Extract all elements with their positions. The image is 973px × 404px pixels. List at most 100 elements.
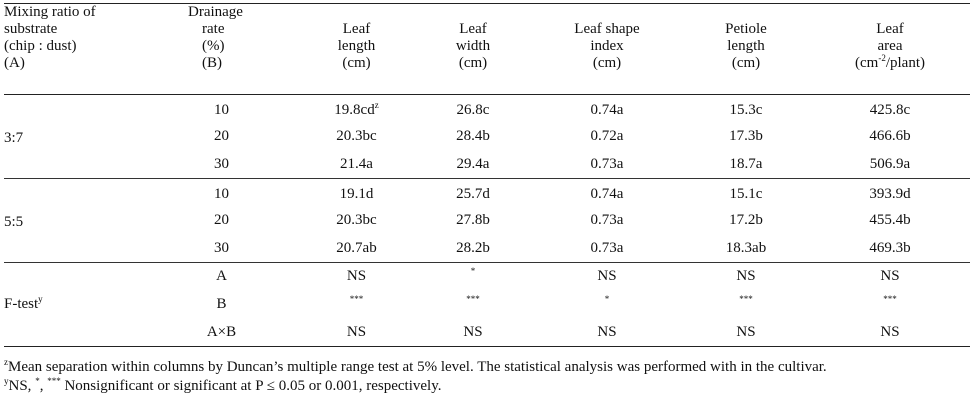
header-mixing-ratio-line1: Mixing ratio of	[4, 4, 96, 20]
leaf-width-cell: ***	[414, 291, 532, 319]
table-row: A×B NS NS NS NS NS	[4, 319, 970, 347]
header-leaf-area-line2: area	[877, 38, 903, 54]
group-5-5: 5:5 10 19.1d 25.7d 0.74a 15.1c 393.9d 20…	[4, 179, 970, 263]
header-drainage-line3: (%)	[202, 38, 225, 54]
significance-mark: ***	[739, 294, 753, 304]
leaf-growth-table: Mixing ratio of substrate (chip : dust) …	[4, 3, 970, 347]
petiole-cell: NS	[736, 268, 756, 285]
header-drainage-line2: rate	[202, 21, 225, 37]
leaf-length-cell: 19.1d	[339, 186, 374, 203]
header-leaf-width-line1: Leaf	[459, 21, 487, 37]
shape-index-cell: 0.72a	[590, 128, 624, 144]
shape-index-cell: NS	[597, 268, 617, 285]
shape-index-cell: NS	[597, 323, 617, 340]
table-row: 3:7 10 19.8cdz 26.8c 0.74a 15.3c 425.8c	[4, 95, 970, 146]
header-drainage-line1: Drainage	[188, 4, 243, 20]
header-mixing-ratio-line4: (A)	[4, 55, 25, 71]
drainage-cell: 10	[214, 102, 229, 119]
ftest-section: F-testy A NS * NS NS NS B *** *** * *** …	[4, 263, 970, 347]
header-leaf-length-line3: (cm)	[342, 55, 371, 71]
table-row: 20 20.3bc 28.4b 0.72a 17.3b 466.6b	[4, 123, 970, 151]
leaf-area-cell: NS	[880, 268, 900, 285]
leaf-length-cell: ***	[299, 291, 414, 319]
leaf-width-cell: NS	[463, 323, 483, 340]
significance-mark: *	[470, 266, 476, 277]
header-leaf-length-line2: length	[337, 38, 376, 54]
leaf-length-cell: NS	[346, 268, 367, 285]
footnote-z: zMean separation within columns by Dunca…	[4, 358, 970, 377]
leaf-area-cell: 466.6b	[869, 128, 911, 144]
leaf-length-cell: 20.3bc	[336, 212, 377, 228]
drainage-cell: 20	[214, 128, 229, 144]
header-petiole-line1: Petiole	[725, 21, 767, 37]
header-mixing-ratio-line2: substrate	[4, 21, 58, 37]
drainage-cell: 30	[214, 239, 229, 256]
leaf-area-cell: NS	[880, 323, 900, 340]
footnote-y-text: Nonsignificant or significant at P ≤ 0.0…	[60, 378, 442, 394]
header-leaf-shape-line1: Leaf shape	[574, 21, 640, 37]
petiole-cell: 15.3c	[729, 102, 763, 119]
factor-cell: A×B	[206, 323, 237, 340]
factor-cell: B	[216, 296, 227, 312]
drainage-cell: 30	[214, 155, 229, 172]
header-drainage-rate: Drainage rate (%) (B)	[144, 4, 299, 95]
leaf-width-cell: *	[414, 263, 532, 291]
table-row: 20 20.3bc 27.8b 0.73a 17.2b 455.4b	[4, 207, 970, 235]
footnote-y-ns: NS,	[8, 378, 36, 394]
header-petiole-line3: (cm)	[731, 55, 761, 71]
table-row: F-testy A NS * NS NS NS	[4, 263, 970, 312]
shape-index-cell: 0.73a	[590, 212, 624, 228]
header-leaf-area-unit-pre: (cm	[855, 55, 879, 71]
table-row: B *** *** * *** ***	[4, 291, 970, 319]
table-row: 5:5 10 19.1d 25.7d 0.74a 15.1c 393.9d	[4, 179, 970, 230]
leaf-area-cell: 393.9d	[869, 186, 911, 203]
header-leaf-length-line1: Leaf	[342, 21, 371, 37]
footnote-z-text: Mean separation within columns by Duncan…	[8, 359, 827, 375]
header-drainage-line4: (B)	[202, 55, 222, 71]
table-row: 30 20.7ab 28.2b 0.73a 18.3ab 469.3b	[4, 235, 970, 263]
leaf-area-cell: ***	[810, 291, 970, 319]
header-leaf-area-unit-sup: -2	[878, 53, 886, 63]
header-leaf-area: Leaf area (cm-2/plant)	[810, 4, 970, 95]
leaf-width-cell: 25.7d	[456, 186, 490, 203]
footnote-y-comma: ,	[39, 378, 48, 394]
mixing-ratio-cell: 5:5	[4, 214, 24, 230]
header-leaf-width-line2: width	[455, 38, 491, 54]
footnote-y-star3: ***	[47, 376, 61, 386]
drainage-cell: 20	[214, 212, 229, 228]
leaf-area-cell: 425.8c	[869, 102, 911, 119]
petiole-cell: 17.2b	[729, 212, 763, 228]
footnote-z-marker: z	[374, 100, 379, 111]
petiole-cell: ***	[682, 291, 810, 319]
footnote-y: yNS, *, *** Nonsignificant or significan…	[4, 377, 970, 396]
ftest-label: F-test	[4, 296, 39, 312]
shape-index-cell: 0.74a	[590, 102, 624, 119]
header-leaf-shape-index: Leaf shape index (cm)	[532, 4, 682, 95]
header-petiole-length: Petiole length (cm)	[682, 4, 810, 95]
header-leaf-area-unit: (cm-2/plant)	[810, 53, 970, 72]
leaf-length-value: 19.8cd	[334, 102, 375, 119]
header-leaf-shape-line3: (cm)	[592, 55, 622, 71]
petiole-cell: NS	[736, 323, 756, 340]
shape-index-cell: *	[532, 291, 682, 319]
significance-mark: ***	[349, 294, 364, 304]
footnote-z-mark: z	[4, 357, 8, 367]
header-leaf-width: Leaf width (cm)	[414, 4, 532, 95]
footnote-y-marker: y	[38, 294, 43, 304]
leaf-length-cell: 20.3bc	[336, 128, 377, 144]
footnote-y-mark: y	[4, 376, 9, 386]
significance-mark: ***	[883, 294, 897, 304]
leaf-length-cell: 20.7ab	[336, 239, 377, 256]
petiole-cell: 17.3b	[729, 128, 763, 144]
leaf-area-cell: 455.4b	[869, 212, 911, 228]
significance-mark: ***	[466, 294, 480, 304]
petiole-cell: 15.1c	[729, 186, 763, 203]
header-petiole-line2: length	[727, 38, 765, 54]
header-mixing-ratio-line3: (chip : dust)	[4, 38, 77, 54]
table-row: 30 21.4a 29.4a 0.73a 18.7a 506.9a	[4, 151, 970, 179]
leaf-area-cell: 506.9a	[869, 155, 911, 172]
header-leaf-length: Leaf length (cm)	[299, 4, 414, 95]
shape-index-cell: 0.73a	[590, 239, 624, 256]
shape-index-cell: 0.74a	[590, 186, 624, 203]
header-leaf-area-line1: Leaf	[876, 21, 904, 37]
